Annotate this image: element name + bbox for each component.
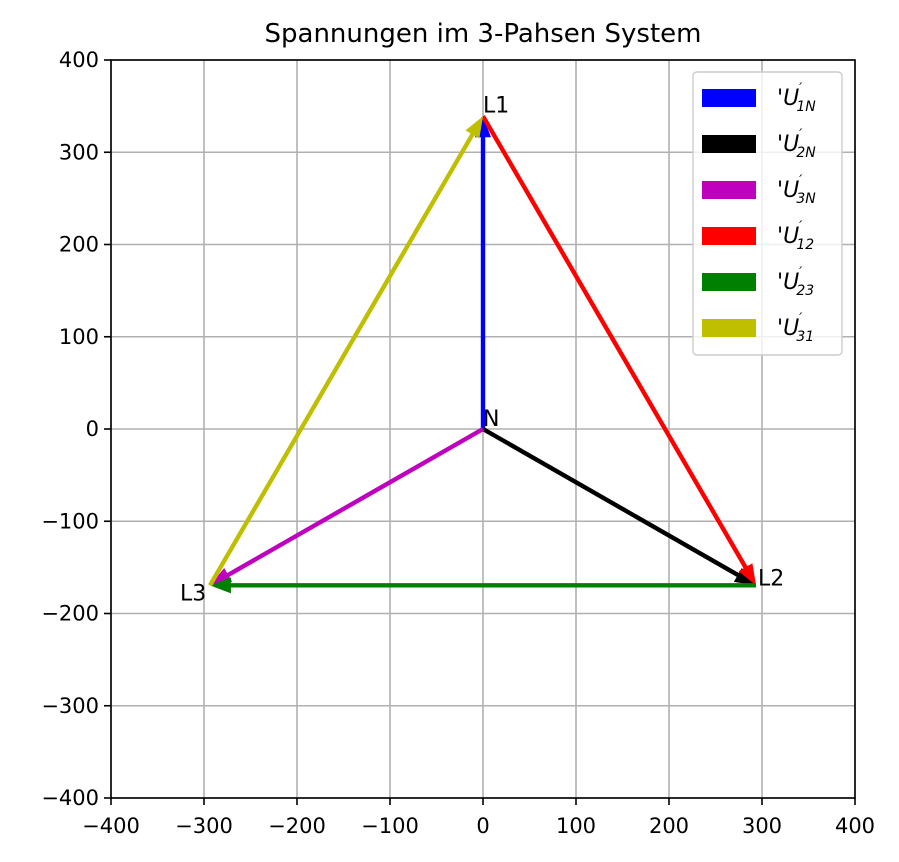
point-label-l1: L1 xyxy=(483,93,509,118)
vector-arrow-2N xyxy=(481,427,757,586)
x-tick-label: −400 xyxy=(82,814,140,838)
x-tick-label: −300 xyxy=(175,814,233,838)
x-tick-label: 0 xyxy=(476,814,489,838)
x-tick-label: −100 xyxy=(361,814,419,838)
y-tick-label: 200 xyxy=(59,233,99,257)
legend-frame xyxy=(692,71,843,356)
legend-swatch xyxy=(702,273,756,291)
vector-arrow-3N xyxy=(209,427,485,586)
legend-swatch xyxy=(702,227,756,245)
y-tick-label: −400 xyxy=(41,786,99,810)
ticks: −400 −300 −200 −100 0 100 200 300 400 −400 −300 −20… xyxy=(41,48,875,838)
vector-arrow-23 xyxy=(209,577,757,594)
point-label-l3: L3 xyxy=(180,581,206,606)
legend: 'U′ 1N 'U′ 2N 'U′ 3N 'U′ 12 'U′ 23 'U′ 31 xyxy=(692,71,843,356)
x-tick-label: 200 xyxy=(649,814,689,838)
y-tick-label: −100 xyxy=(41,509,99,533)
legend-label: 'U′ 12 xyxy=(777,219,814,253)
legend-label: 'U′ 23 xyxy=(777,265,814,299)
y-tick-label: 0 xyxy=(86,417,99,441)
y-tick-label: 300 xyxy=(59,140,99,164)
y-tick-label: −200 xyxy=(41,602,99,626)
chart-title: Spannungen im 3-Pahsen System xyxy=(265,19,702,49)
legend-swatch xyxy=(702,89,756,107)
x-tick-label: 100 xyxy=(556,814,596,838)
x-tick-label: 300 xyxy=(742,814,782,838)
point-label-l2: L2 xyxy=(758,566,784,591)
series-layer xyxy=(208,115,757,594)
legend-label: 'U′ 1N xyxy=(777,81,816,115)
legend-label: 'U′ 2N xyxy=(777,127,816,161)
point-label-n: N xyxy=(483,407,499,432)
y-tick-label: 400 xyxy=(59,48,99,72)
vector-arrow-1N xyxy=(475,116,491,430)
legend-swatch xyxy=(702,181,756,199)
legend-label: 'U′ 3N xyxy=(777,173,816,207)
y-tick-label: −300 xyxy=(41,694,99,718)
point-labels: L1 L2 L3 N xyxy=(180,93,784,606)
vector-arrow-31 xyxy=(208,116,484,587)
x-tick-label: −200 xyxy=(268,814,326,838)
legend-swatch xyxy=(702,319,756,337)
legend-label: 'U′ 31 xyxy=(777,311,814,345)
x-tick-label: 400 xyxy=(835,814,875,838)
legend-swatch xyxy=(702,135,756,153)
y-tick-label: 100 xyxy=(59,325,99,349)
vector-arrow-12 xyxy=(481,115,757,586)
